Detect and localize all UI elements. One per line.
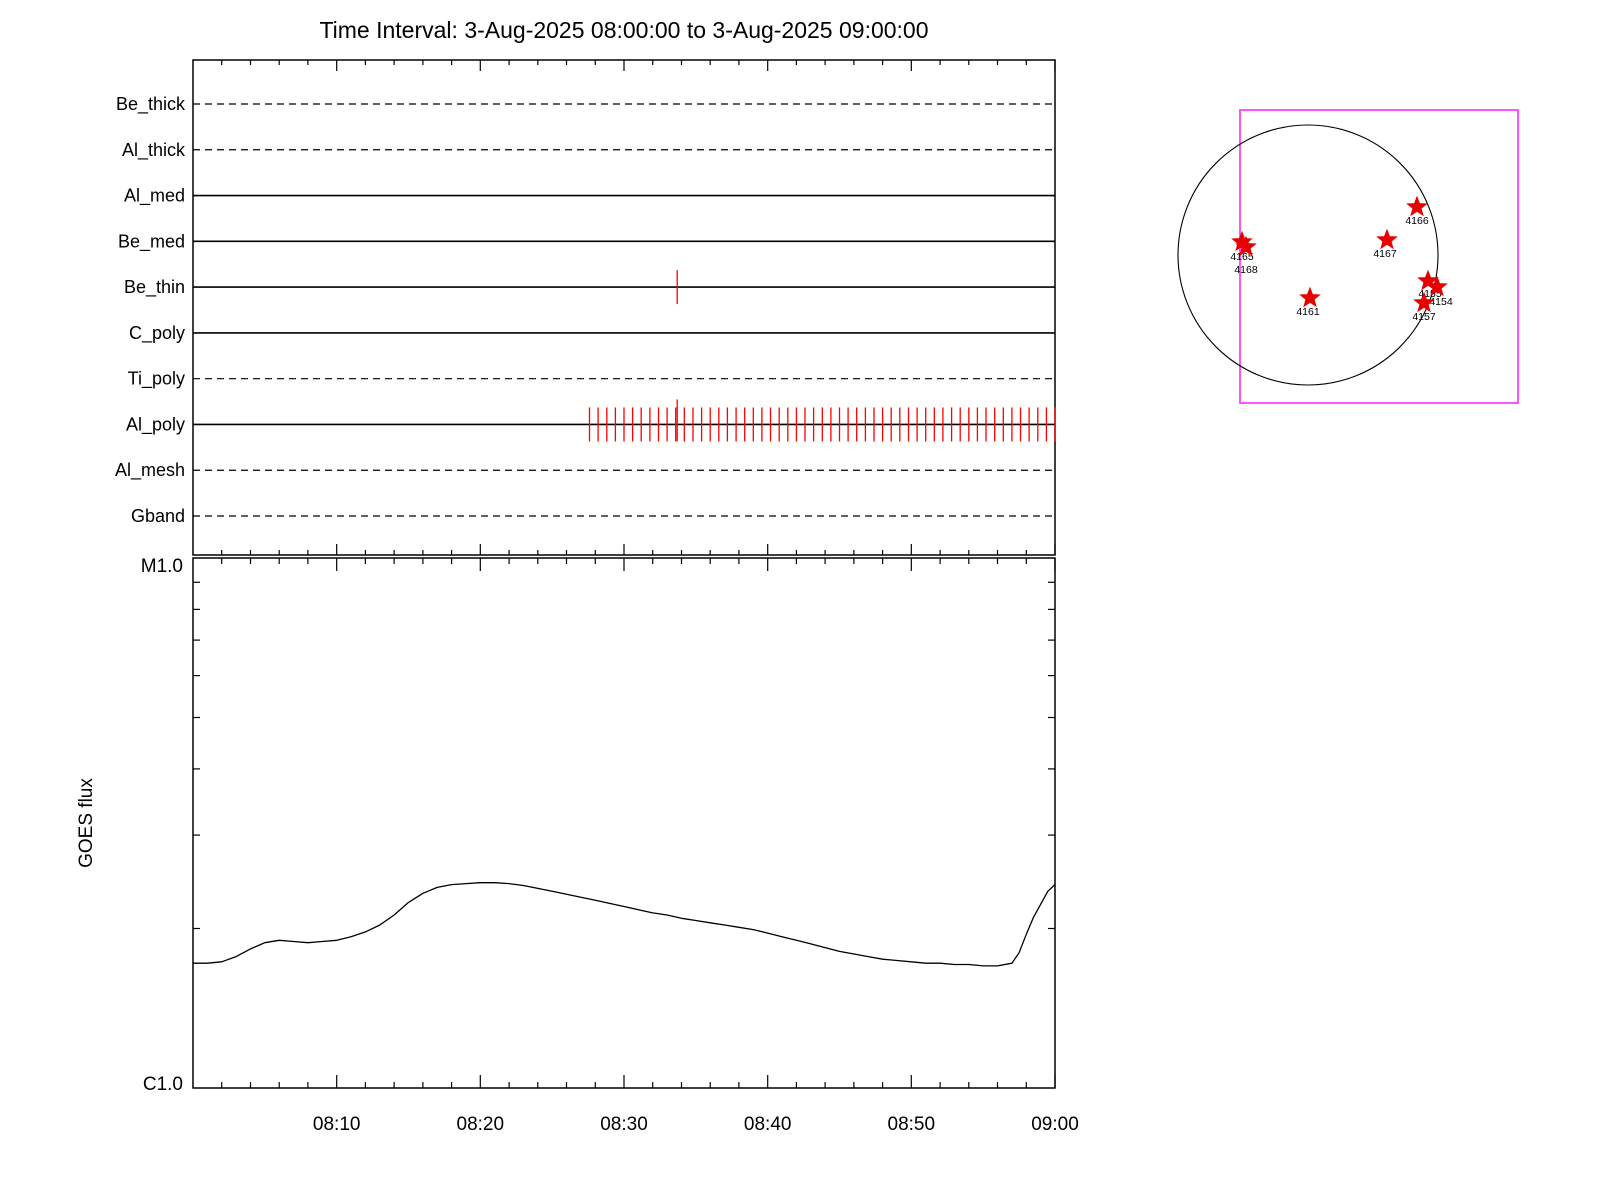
active-region-star: [1376, 228, 1398, 250]
goes-frame: [192, 557, 1056, 1089]
filter-label: Al_thick: [122, 140, 186, 161]
x-tick-label: 08:20: [457, 1114, 505, 1135]
active-region-label: 4161: [1296, 306, 1320, 318]
x-tick-label: 08:40: [744, 1114, 792, 1135]
filter-label: Be_thin: [124, 277, 185, 298]
y-top-label: M1.0: [141, 556, 183, 577]
filter-label: Be_med: [118, 231, 185, 252]
active-region-label: 4157: [1412, 311, 1436, 323]
active-region-label: 4154: [1429, 296, 1453, 308]
goes-ylabel: GOES flux: [76, 778, 97, 868]
active-region-star: [1235, 235, 1257, 257]
active-region-star: [1406, 195, 1428, 217]
x-tick-label: 08:10: [313, 1114, 361, 1135]
filter-label: Ti_poly: [128, 369, 185, 390]
fov-box: [1239, 109, 1519, 404]
x-tick-label: 08:50: [888, 1114, 936, 1135]
active-region-label: 4166: [1405, 215, 1429, 227]
active-region-label: 4168: [1234, 264, 1258, 276]
filter-label: Al_mesh: [115, 460, 185, 481]
active-region-star: [1413, 291, 1435, 313]
y-bottom-label: C1.0: [143, 1074, 183, 1095]
timeline-frame: [192, 59, 1056, 556]
solar-disk: [1177, 124, 1439, 386]
filter-label: Be_thick: [116, 94, 186, 115]
chart-title: Time Interval: 3-Aug-2025 08:00:00 to 3-…: [319, 17, 928, 43]
active-region-star: [1417, 269, 1439, 291]
goes-flux-curve: [193, 882, 1056, 967]
filter-label: Al_med: [124, 186, 185, 207]
filter-label: C_poly: [129, 323, 185, 344]
x-tick-label: 08:30: [600, 1114, 648, 1135]
x-tick-label: 09:00: [1031, 1114, 1079, 1135]
active-region-star: [1299, 286, 1321, 308]
filter-label: Gband: [131, 506, 185, 526]
active-region-star: [1426, 275, 1448, 297]
filter-label: Al_poly: [126, 414, 185, 435]
active-region-label: 4165: [1230, 251, 1254, 263]
active-region-label: 4167: [1373, 248, 1397, 260]
